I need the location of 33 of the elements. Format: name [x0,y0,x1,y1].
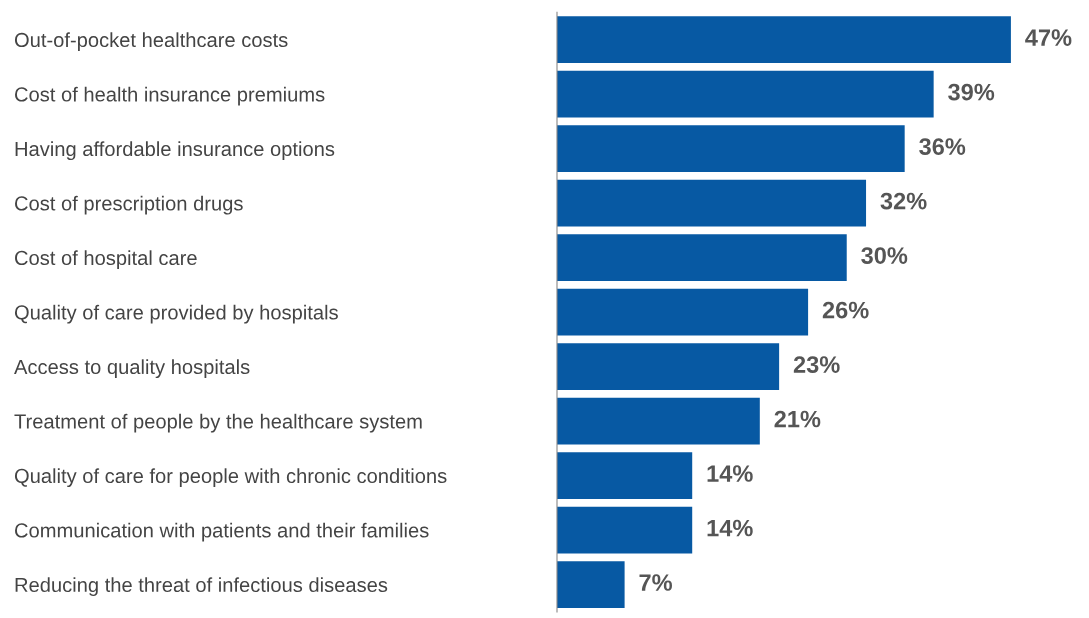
y-tick-label: Out-of-pocket healthcare costs [14,32,288,52]
y-tick-label: Quality of care provided by hospitals [14,304,338,324]
data-label: 32% [880,192,927,210]
bar [557,234,847,282]
bar [557,343,780,391]
bar [557,125,905,173]
y-tick-label: Cost of prescription drugs [15,195,243,215]
data-label: 30% [861,247,908,264]
data-label: 39% [948,83,995,101]
y-tick-label: Communication with patients and their families [15,522,429,542]
y-tick-label: Cost of health insurance premiums [15,86,325,106]
bar [557,16,1011,64]
y-tick-label: Reducing the threat of infectious diseases [15,577,388,597]
bar [557,288,809,336]
data-label: 14% [707,465,753,482]
data-label: 14% [707,519,753,537]
bar [557,452,693,500]
bar [557,179,867,227]
bar [557,397,760,445]
data-label: 7% [639,574,672,591]
data-label: 47% [1025,29,1072,46]
y-tick-label: Treatment of people by the healthcare system [14,413,422,433]
data-label: 26% [822,301,869,319]
y-tick-label: Quality of care for people with chronic conditions [14,468,447,488]
data-label: 23% [793,356,840,373]
y-tick-label: Access to quality hospitals [14,359,250,379]
y-tick-label: Having affordable insurance options [15,141,335,161]
y-tick-label: Cost of hospital care [15,250,197,270]
bar [557,70,934,118]
data-label: 36% [919,138,966,155]
data-label: 21% [774,410,821,428]
bar [557,506,693,554]
bar [557,561,625,609]
